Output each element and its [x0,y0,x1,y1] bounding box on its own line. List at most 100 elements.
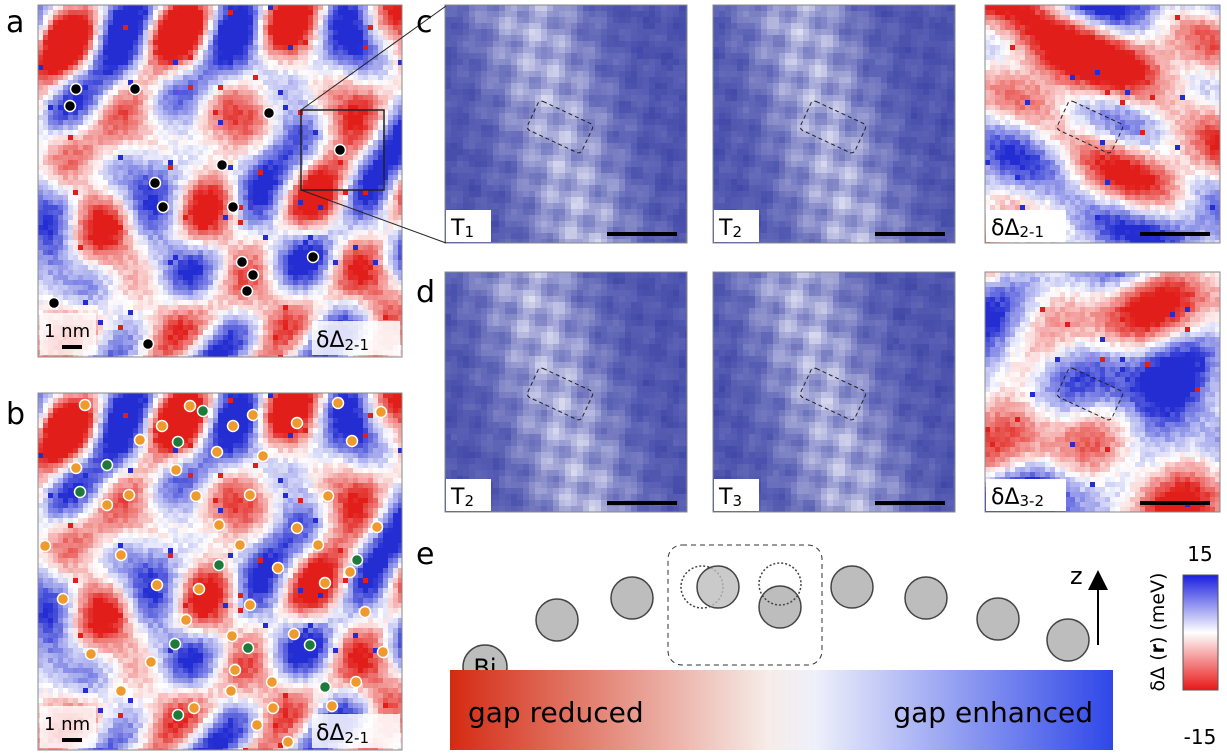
pixel [218,335,223,340]
pixel [193,40,198,45]
pixel [288,125,293,130]
pixel [83,190,88,195]
pixel [233,145,238,150]
pixel [383,305,388,310]
pixel [393,205,398,210]
pixel [283,215,288,220]
pixel [178,245,183,250]
pixel [213,245,218,250]
pixel [38,175,43,180]
pixel [43,125,48,130]
pixel [123,125,128,130]
pixel [198,130,203,135]
pixel [73,120,78,125]
pixel [383,260,388,265]
pixel [233,25,238,30]
pixel [278,205,283,210]
pixel [223,315,228,320]
pixel [48,125,53,130]
pixel [158,155,163,160]
pixel [128,245,133,250]
pixel [333,95,338,100]
pixel [393,200,398,205]
pixel [263,260,268,265]
pixel [48,230,53,235]
pixel [313,245,318,250]
pixel [348,260,353,265]
pixel [333,250,338,255]
pixel [213,255,218,260]
pixel [48,160,53,165]
pixel [368,155,373,160]
pixel [118,10,123,15]
pixel [218,230,223,235]
pixel [368,270,373,275]
pixel [113,80,118,85]
pixel [278,115,283,120]
pixel [78,180,83,185]
pixel [73,130,78,135]
pixel [328,190,333,195]
pixel [293,315,298,320]
pixel [228,195,233,200]
pixel [338,180,343,185]
pixel [303,265,308,270]
pixel [223,100,228,105]
pixel [183,300,188,305]
pixel [38,205,43,210]
pixel [158,230,163,235]
pixel [243,25,248,30]
pixel [248,205,253,210]
pixel [108,235,113,240]
pixel [233,310,238,315]
pixel [173,285,178,290]
pixel [103,130,108,135]
pixel [123,90,128,95]
pixel [233,150,238,155]
pixel [53,95,58,100]
pixel [168,100,173,105]
pixel [113,115,118,120]
pixel [318,30,323,35]
pixel [128,145,133,150]
pixel [293,160,298,165]
pixel [338,280,343,285]
pixel [298,250,303,255]
pixel [268,25,273,30]
pixel [213,105,218,110]
pixel [38,260,43,265]
pixel [78,230,83,235]
pixel [278,5,283,10]
pixel [38,110,43,115]
pixel [203,340,208,345]
pixel [383,85,388,90]
pixel [388,95,393,100]
pixel [323,35,328,40]
pixel [193,210,198,215]
pixel [73,135,78,140]
pixel [53,240,58,245]
pixel [48,255,53,260]
pixel [83,105,88,110]
pixel [88,90,93,95]
pixel [343,220,348,225]
pixel [323,265,328,270]
pixel [43,75,48,80]
pixel [308,160,313,165]
pixel [298,70,303,75]
pixel [378,235,383,240]
pixel [173,260,178,265]
pixel [93,220,98,225]
pixel [53,50,58,55]
pixel [328,310,333,315]
pixel [48,140,53,145]
pixel [138,250,143,255]
pixel [53,280,58,285]
pixel [303,120,308,125]
pixel [263,40,268,45]
pixel [238,215,243,220]
pixel [303,165,308,170]
pixel [308,135,313,140]
pixel [323,180,328,185]
pixel [168,150,173,155]
